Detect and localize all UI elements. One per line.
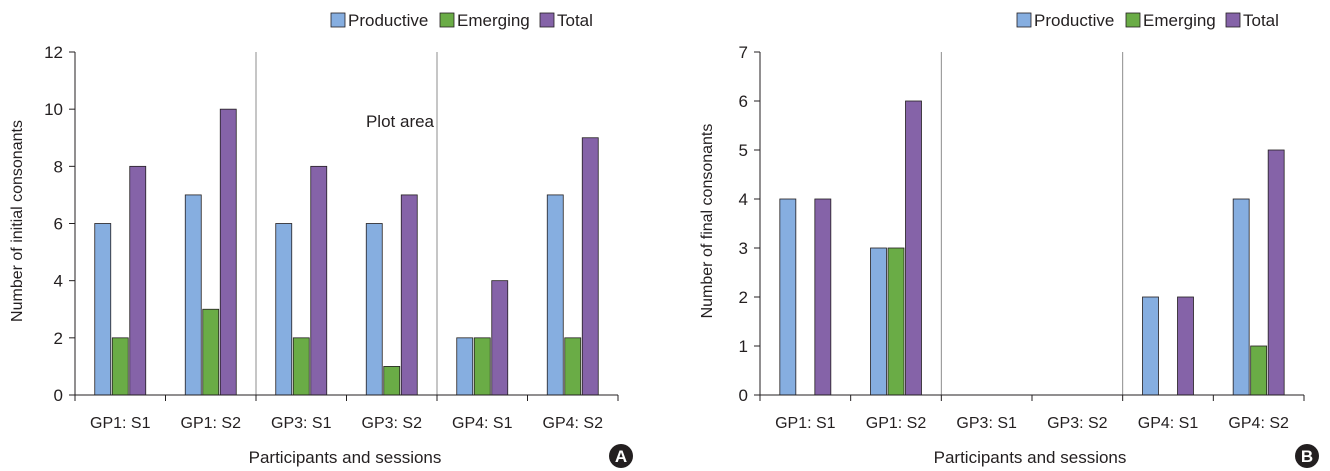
y-tick-label-b-5: 5	[739, 141, 748, 160]
x-tick-label-b-0: GP1: S1	[775, 415, 836, 432]
y-axis-title-a: Number of initial consonants	[9, 120, 26, 322]
legend-a-swatch-emerging	[439, 12, 455, 28]
legend-a-swatch-total	[539, 12, 555, 28]
y-tick-label-b-4: 4	[739, 190, 748, 209]
y-tick-label-a-0: 0	[54, 386, 63, 405]
x-tick-label-a-5: GP4: S2	[543, 415, 604, 432]
bar-b-total-4	[1177, 296, 1194, 396]
bar-a-emerging-4	[473, 337, 491, 396]
chart-panel-a: Productive Emerging Total GP1: S1 GP1: S2…	[9, 11, 633, 468]
bar-a-productive-5	[546, 194, 564, 396]
bar-a-productive-4	[456, 337, 474, 396]
legend-b: Productive Emerging Total	[1016, 11, 1279, 30]
x-tick-label-a-2: GP3: S1	[271, 415, 332, 432]
y-tick-label-a-6: 12	[44, 43, 63, 62]
x-tick-label-b-1: GP1: S2	[866, 415, 927, 432]
legend-a-label-total: Total	[557, 11, 593, 30]
y-tick-label-b-3: 3	[739, 239, 748, 258]
chart-panel-b: Productive Emerging Total GP1: S1 GP1: S2…	[699, 11, 1319, 468]
x-tick-label-b-5: GP4: S2	[1228, 415, 1289, 432]
panel-badge-b-letter: B	[1301, 447, 1313, 466]
y-tick-label-b-7: 7	[739, 43, 748, 62]
bar-b-productive-4	[1142, 296, 1159, 396]
bar-b-emerging-5	[1250, 345, 1268, 396]
x-tick-label-b-3: GP3: S2	[1047, 415, 1108, 432]
panel-badge-a-letter: A	[615, 447, 627, 466]
bar-a-emerging-1	[202, 308, 220, 396]
y-tick-label-b-2: 2	[739, 288, 748, 307]
bar-a-emerging-3	[383, 366, 401, 396]
legend-a-label-productive: Productive	[348, 11, 428, 30]
bar-b-productive-5	[1232, 198, 1250, 396]
legend-b-swatch-productive	[1016, 12, 1032, 28]
y-tick-label-a-2: 4	[54, 272, 63, 291]
y-tick-label-b-1: 1	[739, 337, 748, 356]
y-tick-label-b-0: 0	[739, 386, 748, 405]
legend-b-swatch-total	[1225, 12, 1241, 28]
x-tick-label-b-2: GP3: S1	[956, 415, 1017, 432]
y-tick-label-a-4: 8	[54, 157, 63, 176]
bar-b-productive-1	[870, 247, 887, 396]
y-tick-label-a-1: 2	[54, 329, 63, 348]
bar-a-total-2	[310, 165, 328, 396]
plot-b: GP1: S1 GP1: S2 GP3: S1 GP3: S2 GP4: S1 GP4: …	[739, 43, 1305, 432]
panel-badge-a: A	[609, 444, 633, 468]
bar-a-total-3	[400, 194, 418, 396]
legend-b-label-productive: Productive	[1034, 11, 1114, 30]
legend-a-swatch-productive	[330, 12, 346, 28]
annotation-plot-area: Plot area	[366, 112, 435, 131]
y-axis-title-b: Number of final consonants	[699, 124, 716, 319]
bar-b-total-5	[1267, 149, 1285, 396]
bar-a-emerging-2	[292, 337, 310, 396]
plot-a: GP1: S1 GP1: S2 GP3: S1 GP3: S2 GP4: S1 GP4: …	[44, 43, 619, 432]
y-tick-label-b-6: 6	[739, 92, 748, 111]
x-tick-label-a-4: GP4: S1	[452, 415, 513, 432]
x-tick-label-a-3: GP3: S2	[362, 415, 423, 432]
y-tick-label-a-5: 10	[44, 100, 63, 119]
bar-a-emerging-0	[111, 337, 129, 396]
x-axis-title-a: Participants and sessions	[249, 448, 442, 467]
bar-a-total-0	[129, 165, 147, 396]
bar-a-productive-2	[275, 223, 293, 396]
bar-a-productive-3	[365, 223, 383, 396]
bar-a-emerging-5	[564, 337, 582, 396]
panel-badge-b: B	[1295, 444, 1319, 468]
bar-a-total-4	[491, 280, 509, 396]
bar-b-total-1	[905, 100, 922, 396]
bar-b-productive-0	[779, 198, 797, 396]
panel-badge-a-circle	[609, 444, 633, 468]
bar-a-total-1	[219, 108, 237, 396]
legend-b-label-total: Total	[1243, 11, 1279, 30]
legend-b-swatch-emerging	[1125, 12, 1141, 28]
bar-b-total-0	[814, 198, 832, 396]
x-tick-label-a-0: GP1: S1	[90, 415, 151, 432]
x-tick-label-b-4: GP4: S1	[1138, 415, 1199, 432]
bar-b-emerging-1	[887, 247, 905, 396]
y-tick-label-a-3: 6	[54, 215, 63, 234]
legend-b-label-emerging: Emerging	[1143, 11, 1216, 30]
bar-a-productive-0	[94, 223, 112, 396]
legend-a: Productive Emerging Total	[330, 11, 593, 30]
legend-a-label-emerging: Emerging	[457, 11, 530, 30]
panel-badge-b-circle	[1295, 444, 1319, 468]
bar-a-productive-1	[184, 194, 202, 396]
bar-a-total-5	[581, 137, 599, 396]
x-tick-label-a-1: GP1: S2	[181, 415, 242, 432]
x-axis-title-b: Participants and sessions	[934, 448, 1127, 467]
